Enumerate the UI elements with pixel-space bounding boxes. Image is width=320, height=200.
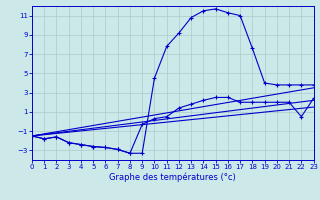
X-axis label: Graphe des températures (°c): Graphe des températures (°c)	[109, 173, 236, 182]
